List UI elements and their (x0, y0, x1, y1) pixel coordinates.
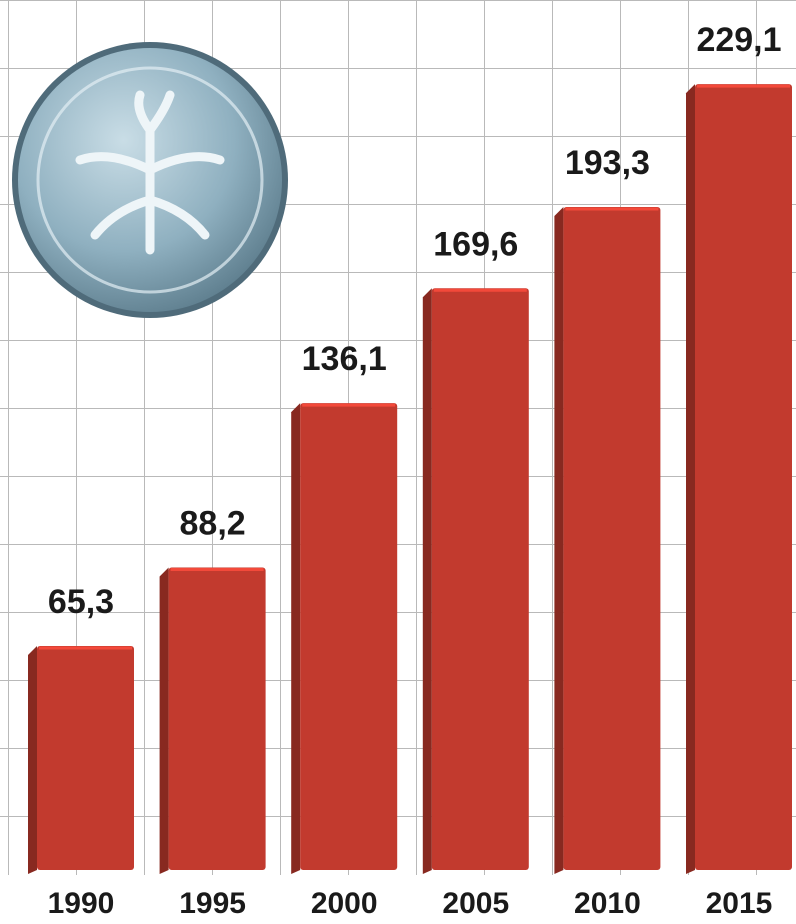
bar (431, 288, 529, 871)
bar-side (291, 403, 301, 874)
coin-illustration (12, 42, 288, 318)
value-label: 65,3 (48, 583, 114, 621)
bar (563, 206, 661, 870)
bar (300, 403, 398, 870)
x-tick-label: 2015 (706, 887, 773, 920)
bar (695, 84, 792, 870)
x-tick-label: 2010 (574, 887, 641, 920)
bar-side (686, 84, 695, 874)
x-tick-label: 2000 (311, 887, 378, 920)
x-tick-label: 1995 (179, 887, 246, 920)
bar-side (159, 567, 169, 874)
bar-side (28, 646, 37, 874)
x-tick-label: 2005 (442, 887, 509, 920)
value-label: 169,6 (433, 225, 518, 263)
bar-side (554, 206, 564, 874)
bar (37, 646, 134, 870)
value-label: 193,3 (565, 144, 650, 182)
value-label: 229,1 (696, 21, 781, 59)
bar (168, 567, 266, 870)
value-label: 88,2 (180, 504, 246, 542)
bar-side (422, 288, 432, 875)
x-tick-label: 1990 (48, 887, 115, 920)
value-label: 136,1 (302, 340, 387, 378)
